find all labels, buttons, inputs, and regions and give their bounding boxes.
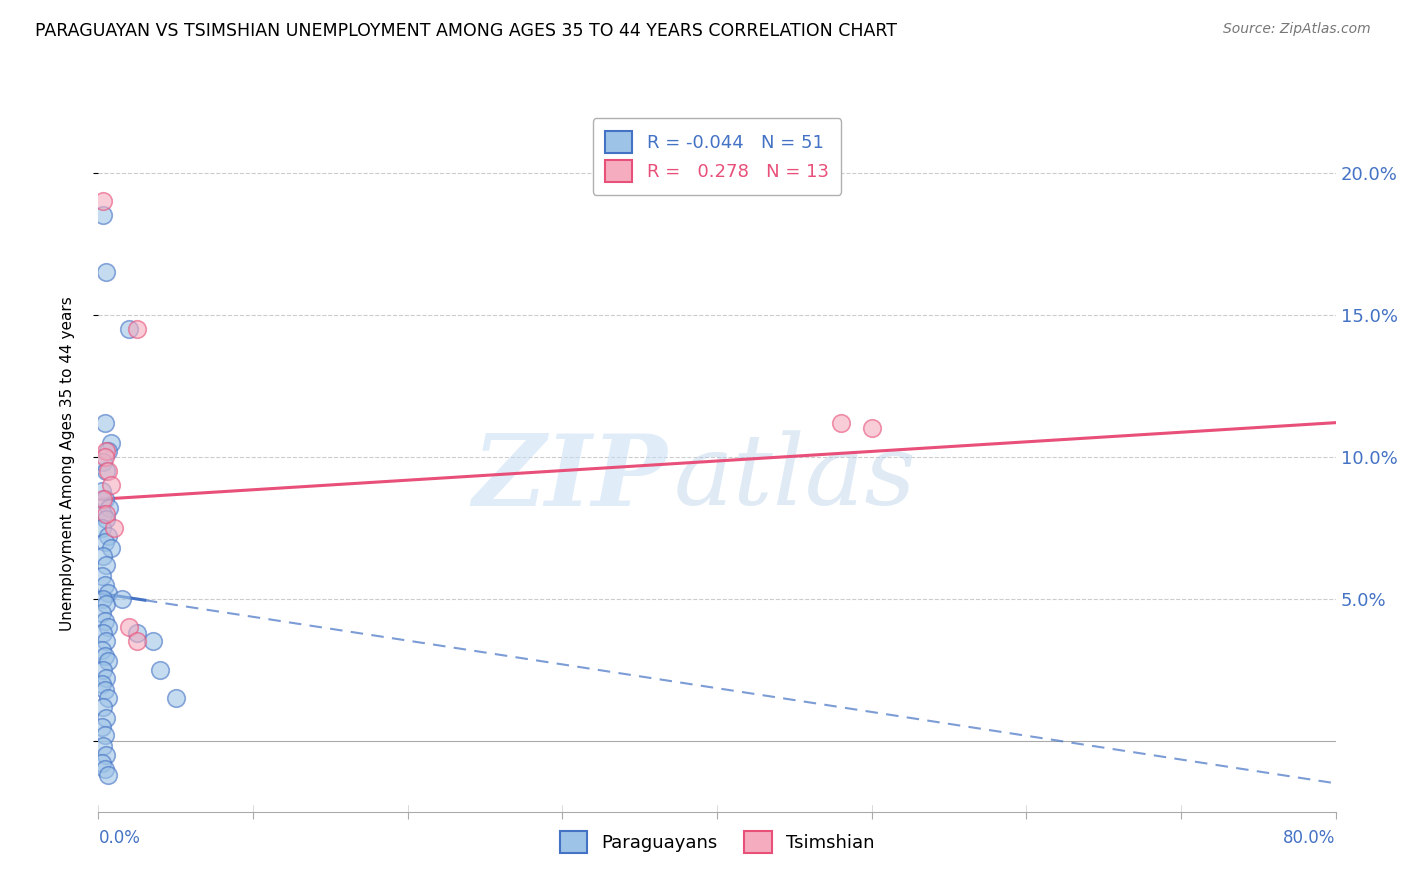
Point <box>149 663 172 677</box>
Point <box>100 478 122 492</box>
Text: ZIP: ZIP <box>472 430 668 526</box>
Point <box>93 416 115 430</box>
Text: PARAGUAYAN VS TSIMSHIAN UNEMPLOYMENT AMONG AGES 35 TO 44 YEARS CORRELATION CHART: PARAGUAYAN VS TSIMSHIAN UNEMPLOYMENT AMO… <box>35 22 897 40</box>
Point <box>96 634 118 648</box>
Point <box>93 615 115 629</box>
Point <box>91 208 114 222</box>
Point <box>90 569 112 583</box>
Point <box>90 521 112 535</box>
Point <box>118 322 141 336</box>
Point <box>97 529 120 543</box>
Point <box>97 444 120 458</box>
Point <box>90 677 112 691</box>
Point <box>103 521 125 535</box>
Point <box>97 586 120 600</box>
Point <box>142 634 165 648</box>
Point <box>96 747 118 762</box>
Point <box>90 756 112 771</box>
Point <box>93 648 115 663</box>
Point <box>97 691 120 706</box>
Text: 0.0%: 0.0% <box>98 829 141 847</box>
Point <box>96 464 118 478</box>
Point <box>830 416 852 430</box>
Point <box>860 421 883 435</box>
Legend: Paraguayans, Tsimshian: Paraguayans, Tsimshian <box>551 822 883 862</box>
Point <box>91 492 114 507</box>
Point <box>127 625 149 640</box>
Point <box>96 265 118 279</box>
Point <box>96 558 118 572</box>
Point <box>97 654 120 668</box>
Point <box>111 591 134 606</box>
Point <box>91 194 114 209</box>
Point <box>93 762 115 776</box>
Point <box>90 719 112 733</box>
Point <box>91 625 114 640</box>
Point <box>127 322 149 336</box>
Point <box>96 444 118 458</box>
Point <box>93 682 115 697</box>
Point <box>91 549 114 563</box>
Text: 80.0%: 80.0% <box>1284 829 1336 847</box>
Point <box>97 768 120 782</box>
Point <box>91 663 114 677</box>
Y-axis label: Unemployment Among Ages 35 to 44 years: Unemployment Among Ages 35 to 44 years <box>60 296 75 632</box>
Point <box>96 512 118 526</box>
Point <box>93 450 115 464</box>
Point <box>96 507 118 521</box>
Point <box>165 691 187 706</box>
Point <box>97 464 120 478</box>
Point <box>127 634 149 648</box>
Point <box>100 541 122 555</box>
Point <box>96 598 118 612</box>
Point <box>96 671 118 685</box>
Point <box>91 739 114 754</box>
Text: atlas: atlas <box>673 430 917 525</box>
Point <box>93 577 115 591</box>
Point <box>97 620 120 634</box>
Point <box>90 606 112 620</box>
Point <box>98 500 121 515</box>
Point <box>118 620 141 634</box>
Point <box>90 483 112 498</box>
Point <box>91 591 114 606</box>
Point <box>91 507 114 521</box>
Point <box>93 535 115 549</box>
Point <box>96 711 118 725</box>
Point <box>93 728 115 742</box>
Point <box>100 435 122 450</box>
Point <box>93 492 115 507</box>
Point <box>91 455 114 469</box>
Point <box>91 699 114 714</box>
Point <box>90 643 112 657</box>
Text: Source: ZipAtlas.com: Source: ZipAtlas.com <box>1223 22 1371 37</box>
